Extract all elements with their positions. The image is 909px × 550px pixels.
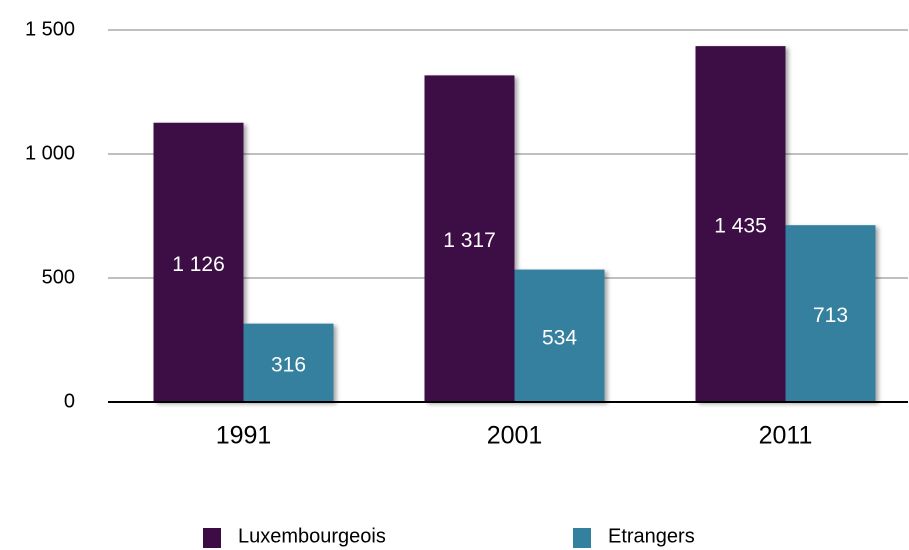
data-label: 1 435 <box>714 215 767 238</box>
bar <box>695 46 786 403</box>
legend-label: Luxembourgeois <box>238 525 386 547</box>
y-tick-label: 500 <box>42 266 75 288</box>
legend-swatch <box>203 528 221 548</box>
data-label: 316 <box>271 353 306 376</box>
bar <box>514 269 605 402</box>
x-tick-label: 1991 <box>216 422 272 450</box>
x-tick-label: 2011 <box>759 422 813 450</box>
data-label: 713 <box>813 304 848 327</box>
y-tick-label: 0 <box>64 390 75 412</box>
bar <box>243 323 334 402</box>
bar <box>785 225 876 402</box>
bar <box>424 75 515 402</box>
y-tick-label: 1 000 <box>25 142 75 164</box>
legend-label: Etrangers <box>608 525 695 547</box>
data-label: 534 <box>542 326 577 349</box>
y-tick-label: 1 500 <box>25 18 75 40</box>
x-tick-label: 2001 <box>487 422 543 450</box>
data-label: 1 317 <box>443 229 496 252</box>
legend-swatch <box>573 528 591 548</box>
bar <box>153 122 244 402</box>
data-label: 1 126 <box>172 253 225 276</box>
